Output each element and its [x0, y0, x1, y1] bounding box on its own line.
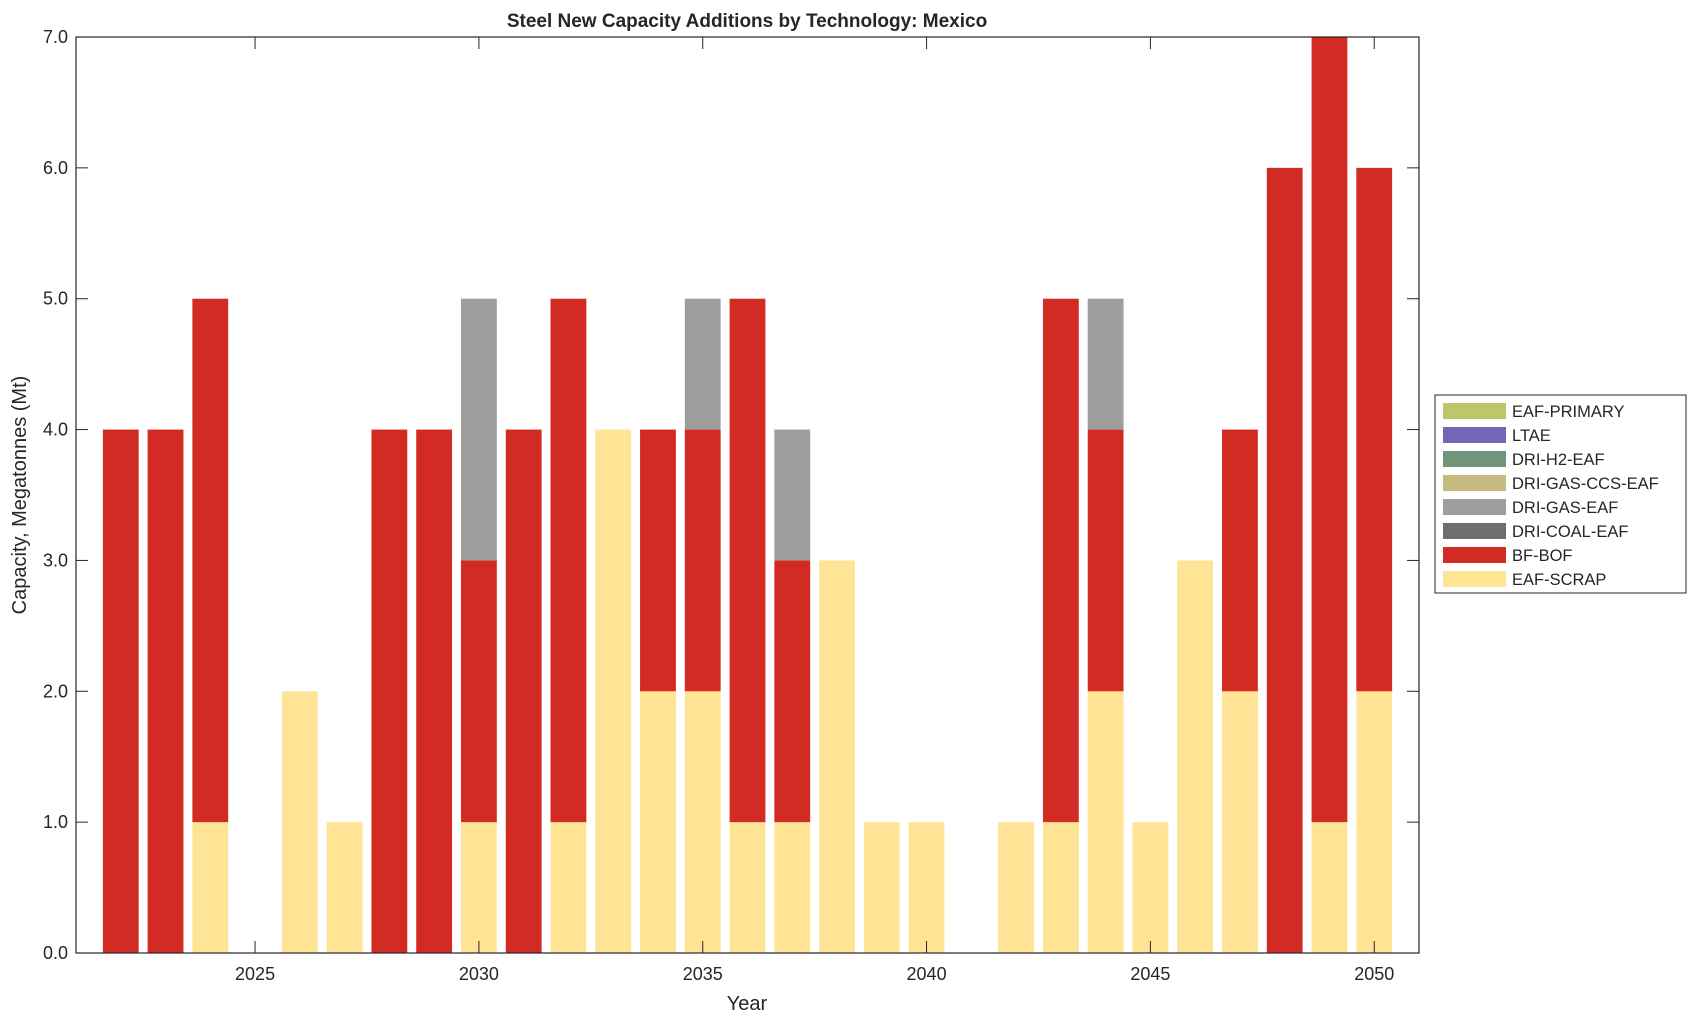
legend: EAF-PRIMARY LTAE DRI-H2-EAF DRI-GAS-CCS-EAF…: [1434, 394, 1687, 594]
legend-swatch-eaf-scrap: [1443, 571, 1506, 587]
x-tick-label: 2035: [683, 964, 723, 984]
legend-label-dri-gas-eaf: DRI-GAS-EAF: [1512, 499, 1618, 517]
bar-eaf-scrap-2045: [1132, 822, 1169, 953]
y-tick-label: 1.0: [43, 812, 68, 832]
bar-bf-bof-2048: [1266, 167, 1303, 953]
bar-bf-bof-2036: [729, 298, 766, 823]
bar-eaf-scrap-2034: [640, 691, 676, 953]
bar-bf-bof-2030: [460, 560, 497, 823]
bar-eaf-scrap-2030: [460, 822, 497, 953]
y-tick-label: 2.0: [43, 681, 68, 701]
bar-eaf-scrap-2050: [1356, 691, 1393, 953]
bar-eaf-scrap-2036: [729, 822, 766, 953]
bar-bf-bof-2034: [640, 429, 676, 692]
y-tick-label: 3.0: [43, 550, 68, 570]
bar-eaf-scrap-2040: [908, 822, 945, 953]
bar-dri-gas-eaf-2037: [774, 429, 811, 561]
bar-eaf-scrap-2026: [281, 691, 318, 953]
axes-group: 0.0 1.0 2.0 3.0 4.0 5.0 6.0 7.0 2025 2030 2035 2040…: [43, 27, 1420, 984]
bar-eaf-scrap-2047: [1222, 691, 1258, 953]
legend-swatch-bf-bof: [1443, 547, 1506, 563]
bar-bf-bof-2024: [192, 298, 229, 823]
y-tick-label: 5.0: [43, 289, 68, 309]
legend-label-eaf-primary: EAF-PRIMARY: [1512, 403, 1624, 421]
legend-label-ltae: LTAE: [1512, 427, 1551, 445]
bar-bf-bof-2044: [1087, 429, 1124, 692]
legend-label-dri-gas-ccs-eaf: DRI-GAS-CCS-EAF: [1512, 475, 1659, 493]
x-tick-label: 2030: [459, 964, 499, 984]
bar-bf-bof-2022: [102, 429, 139, 954]
y-tick-label: 4.0: [43, 420, 68, 440]
y-axis-label: Capacity, Megatonnes (Mt): [9, 376, 31, 615]
bar-dri-gas-eaf-2030: [460, 298, 497, 561]
bar-bf-bof-2035: [684, 429, 721, 692]
bar-bf-bof-2050: [1356, 167, 1393, 692]
bar-eaf-scrap-2043: [1042, 822, 1079, 953]
bar-eaf-scrap-2024: [192, 822, 229, 953]
bar-eaf-scrap-2027: [326, 822, 363, 953]
bar-eaf-scrap-2049: [1311, 822, 1348, 953]
legend-swatch-dri-gas-eaf: [1443, 499, 1506, 515]
bar-bf-bof-2031: [505, 429, 542, 954]
x-tick-label: 2050: [1354, 964, 1394, 984]
bar-eaf-scrap-2039: [863, 822, 900, 953]
bar-dri-gas-eaf-2035: [684, 298, 721, 430]
y-tick-label: 6.0: [43, 158, 68, 178]
legend-label-eaf-scrap: EAF-SCRAP: [1512, 571, 1606, 589]
legend-label-dri-h2-eaf: DRI-H2-EAF: [1512, 451, 1605, 469]
legend-swatch-ltae: [1443, 427, 1506, 443]
bar-bf-bof-2032: [550, 298, 587, 823]
plot-frame: [75, 36, 1420, 954]
x-tick-label: 2025: [235, 964, 275, 984]
x-axis-label: Year: [727, 993, 768, 1015]
bar-eaf-scrap-2033: [595, 429, 632, 954]
legend-swatch-dri-coal-eaf: [1443, 523, 1506, 539]
bar-eaf-scrap-2032: [550, 822, 587, 953]
bar-eaf-scrap-2035: [684, 691, 721, 953]
legend-label-dri-coal-eaf: DRI-COAL-EAF: [1512, 523, 1628, 541]
legend-swatch-eaf-primary: [1443, 403, 1506, 419]
bars-group: [102, 37, 1393, 954]
bar-bf-bof-2043: [1042, 298, 1079, 823]
bar-bf-bof-2037: [774, 560, 811, 823]
bar-eaf-scrap-2037: [774, 822, 811, 953]
legend-label-bf-bof: BF-BOF: [1512, 547, 1573, 565]
bar-eaf-scrap-2044: [1087, 691, 1124, 953]
legend-swatch-dri-gas-ccs-eaf: [1443, 475, 1506, 491]
x-tick-label: 2040: [907, 964, 947, 984]
bar-bf-bof-2028: [371, 429, 408, 954]
legend-swatch-dri-h2-eaf: [1443, 451, 1506, 467]
bar-eaf-scrap-2046: [1177, 560, 1214, 953]
bar-eaf-scrap-2038: [819, 560, 855, 953]
bar-bf-bof-2023: [147, 429, 184, 954]
bar-dri-gas-eaf-2044: [1087, 298, 1124, 430]
bar-bf-bof-2047: [1222, 429, 1258, 692]
bar-eaf-scrap-2042: [998, 822, 1035, 953]
chart-title: Steel New Capacity Additions by Technolo…: [507, 11, 987, 32]
x-tick-label: 2045: [1130, 964, 1170, 984]
y-tick-label: 7.0: [43, 27, 68, 47]
bar-bf-bof-2029: [416, 429, 453, 954]
bar-bf-bof-2049: [1311, 37, 1348, 823]
y-tick-label: 0.0: [43, 943, 68, 963]
